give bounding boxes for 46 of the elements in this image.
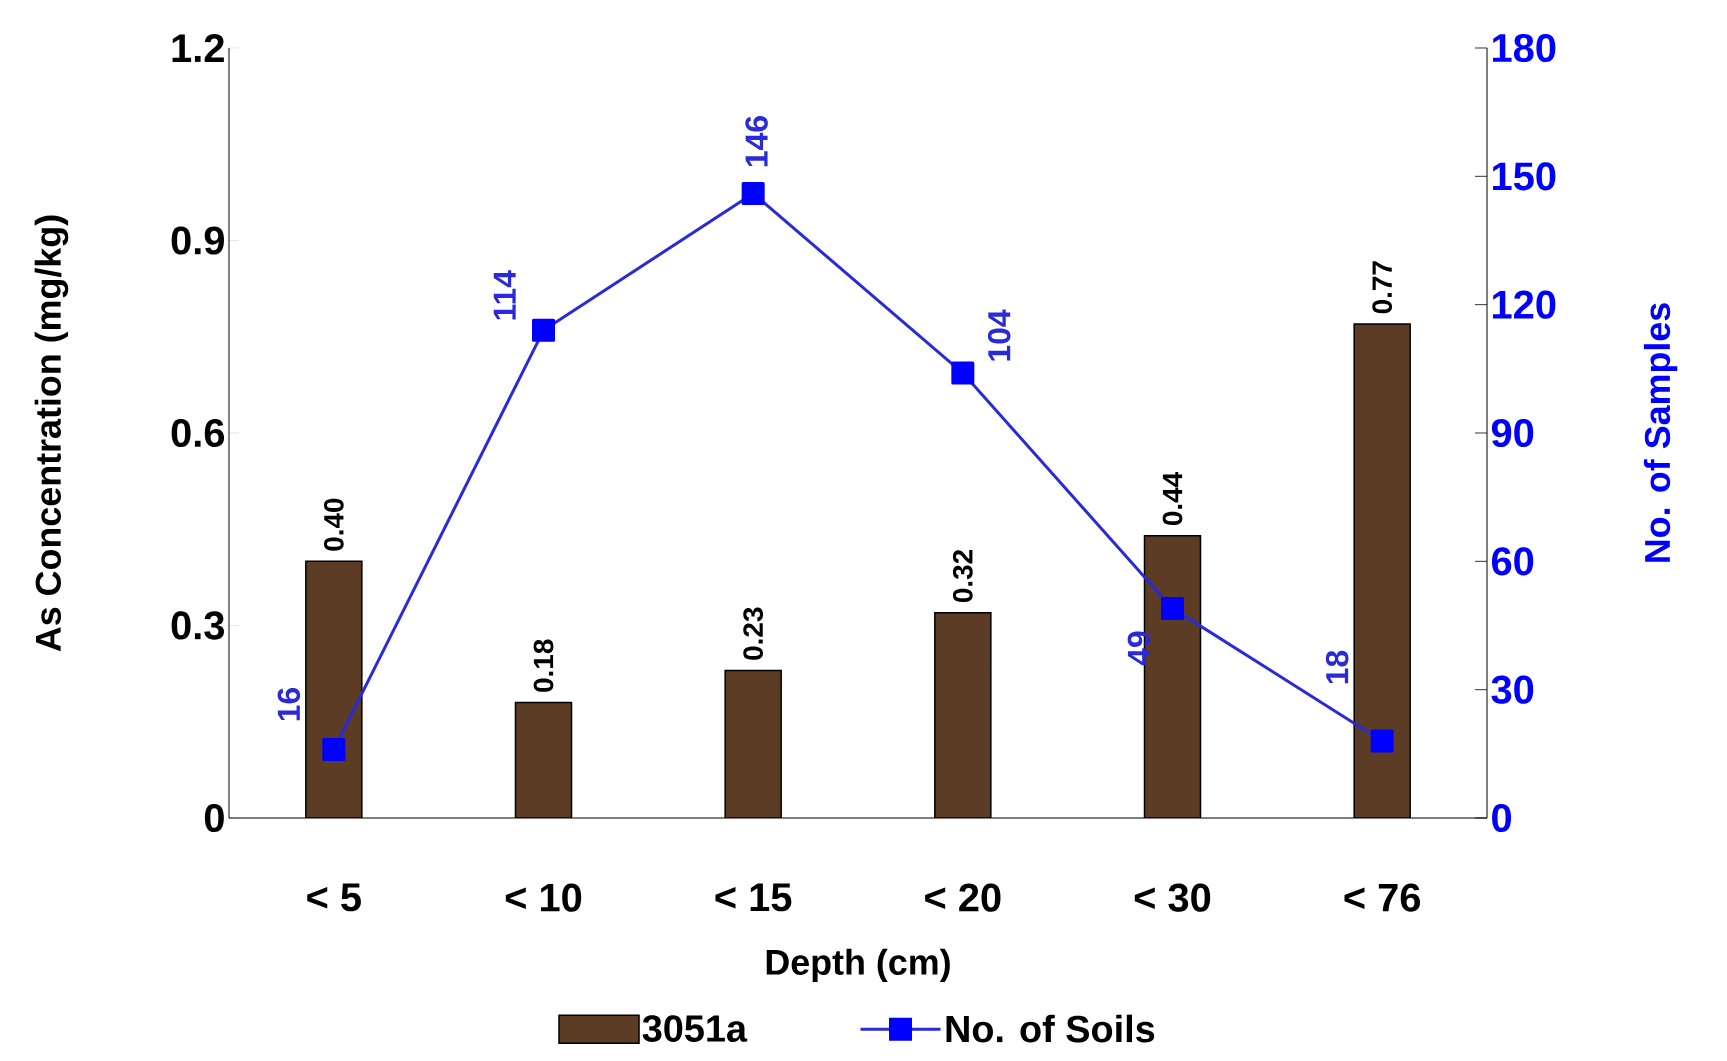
data-label: 16 — [277, 687, 301, 721]
y-tick-label: 0.9 — [171, 226, 224, 255]
point — [1161, 596, 1184, 620]
x-tick-label: < 15 — [715, 883, 792, 912]
point — [951, 361, 975, 385]
data-label: 0.18 — [533, 639, 554, 692]
legend-label: No. of Soils — [946, 1014, 1155, 1043]
point — [322, 738, 346, 762]
point — [532, 318, 555, 342]
y-tick-label: 0 — [204, 803, 224, 833]
data-label: 146 — [745, 116, 768, 167]
data-label: 0.40 — [323, 498, 344, 551]
y2-tick-label: 150 — [1493, 162, 1556, 191]
x-tick-label: < 30 — [1134, 883, 1211, 912]
y2-tick-label: 30 — [1491, 675, 1534, 704]
bar — [1353, 323, 1411, 818]
x-tick-label: < 76 — [1344, 883, 1421, 912]
bar — [305, 560, 363, 818]
data-label: 0.23 — [743, 607, 764, 660]
bar — [934, 611, 992, 818]
bar — [514, 701, 573, 818]
legend-label: 3051a — [642, 1015, 748, 1043]
bar — [724, 669, 782, 818]
x-tick-label: < 5 — [307, 883, 361, 912]
data-label: 0.77 — [1372, 261, 1393, 314]
data-label: 49 — [1127, 631, 1151, 666]
y2-tick-label: 0 — [1492, 803, 1512, 833]
y2-tick-label: 180 — [1493, 33, 1556, 63]
y-tick-label: 0.3 — [171, 611, 225, 640]
data-label: 104 — [987, 309, 1011, 361]
data-label: 0.44 — [1162, 472, 1183, 526]
y2-axis-title: No. of Samples — [1643, 303, 1678, 562]
y2-tick-label: 120 — [1493, 290, 1556, 319]
point — [1370, 729, 1394, 753]
point — [741, 181, 765, 205]
y-axis-title: As Concentration (mg/kg) — [34, 215, 69, 652]
data-label: 0.32 — [952, 549, 973, 603]
y-tick-label: 0.6 — [171, 418, 225, 448]
data-label: 114 — [493, 270, 516, 320]
x-tick-label: < 20 — [925, 883, 1001, 912]
y-tick-label: 1.2 — [172, 34, 224, 62]
y2-tick-label: 90 — [1491, 418, 1534, 448]
x-tick-label: < 10 — [505, 883, 582, 912]
data-label: 18 — [1325, 650, 1349, 684]
y2-tick-label: 60 — [1491, 547, 1534, 576]
x-axis-title: Depth (cm) — [766, 948, 950, 983]
